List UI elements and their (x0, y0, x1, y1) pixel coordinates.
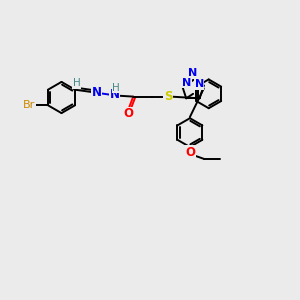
Text: N: N (195, 79, 204, 89)
Text: H: H (73, 78, 80, 88)
Text: O: O (185, 146, 195, 159)
Text: N: N (188, 68, 197, 78)
Text: N: N (92, 85, 102, 99)
Text: N: N (110, 88, 120, 101)
Text: O: O (123, 107, 133, 120)
Text: Br: Br (23, 100, 35, 110)
Text: H: H (112, 82, 120, 93)
Text: N: N (182, 78, 191, 88)
Text: S: S (164, 90, 172, 103)
